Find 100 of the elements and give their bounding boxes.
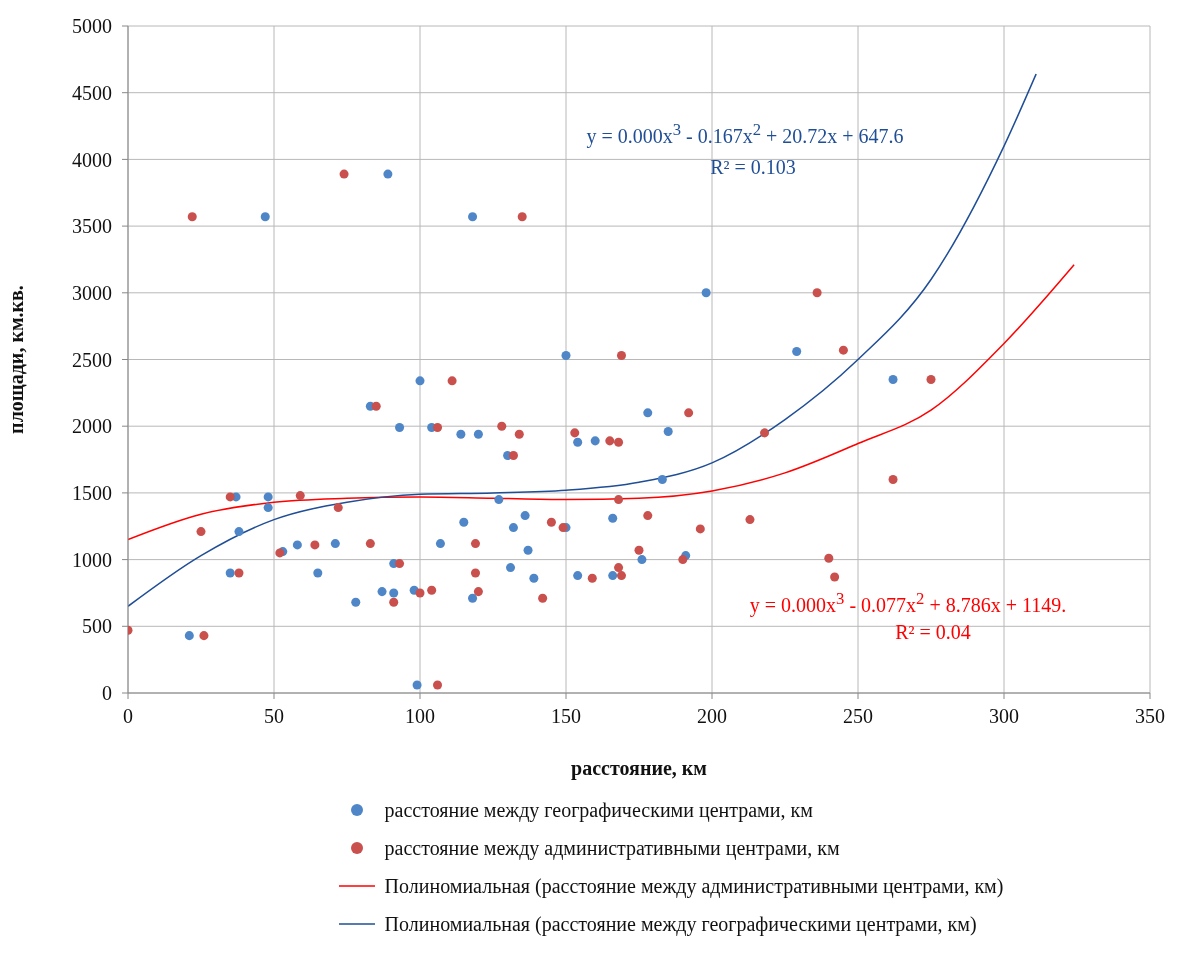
y-tick-label: 1000 [72, 548, 112, 571]
point [657, 475, 667, 485]
point [473, 429, 483, 439]
point [523, 545, 533, 555]
point [587, 573, 597, 583]
y-tick-label: 2000 [72, 415, 112, 438]
point [570, 428, 580, 438]
point [412, 680, 422, 690]
y-tick-label: 4500 [72, 81, 112, 104]
point [371, 401, 381, 411]
point [377, 587, 387, 597]
point [561, 350, 571, 360]
annotation: R² = 0.103 [710, 155, 796, 179]
point [433, 423, 443, 433]
point [196, 527, 206, 537]
point [695, 524, 705, 534]
annotation: y = 0.000x$^{3}$ - 0.167x$^{2}$ + 20.72x + 647.6 [586, 120, 904, 148]
point [760, 428, 770, 438]
point [260, 212, 270, 222]
point [888, 375, 898, 385]
point [605, 436, 615, 446]
x-tick-label: 350 [1135, 705, 1165, 728]
point [435, 539, 445, 549]
point [383, 169, 393, 179]
point [415, 376, 425, 386]
point [330, 539, 340, 549]
point [389, 588, 399, 598]
legend-label: Полиномиальная (расстояние между географическими центрами, км) [384, 912, 977, 936]
x-tick-label: 200 [697, 705, 727, 728]
point [468, 593, 478, 603]
point [614, 495, 624, 505]
point [608, 571, 618, 581]
y-tick-label: 4000 [72, 148, 112, 171]
point [263, 503, 273, 513]
point [494, 495, 504, 505]
point [497, 421, 507, 431]
x-tick-label: 50 [264, 705, 284, 728]
point [643, 511, 653, 521]
point [456, 429, 466, 439]
point [614, 563, 624, 573]
point [468, 212, 478, 222]
x-tick-label: 300 [989, 705, 1019, 728]
point [701, 288, 711, 298]
point [573, 437, 583, 447]
point [313, 568, 323, 578]
point [225, 492, 235, 502]
point [538, 593, 548, 603]
point [470, 568, 480, 578]
point [608, 513, 618, 523]
legend-label: расстояние между географическими центрами, км [384, 798, 813, 822]
point [517, 212, 527, 222]
point [520, 511, 530, 521]
point [616, 571, 626, 581]
point [514, 429, 524, 439]
point [447, 376, 457, 386]
point [310, 540, 320, 550]
point [830, 572, 840, 582]
point [634, 545, 644, 555]
point [614, 437, 624, 447]
point [616, 350, 626, 360]
x-tick-label: 250 [843, 705, 873, 728]
x-tick-label: 0 [123, 705, 133, 728]
annotation: R² = 0.04 [895, 620, 971, 644]
point [824, 553, 834, 563]
point [546, 517, 556, 527]
point [339, 169, 349, 179]
y-tick-label: 2500 [72, 348, 112, 371]
legend-label: Полиномиальная (расстояние между административными центрами, км) [384, 874, 1004, 898]
x-axis-title: расстояние, км [571, 757, 707, 780]
annotation: y = 0.000x$^{3}$ - 0.077x$^{2}$ + 8.786x + 1149. [749, 589, 1067, 617]
point [508, 523, 518, 533]
point [333, 503, 343, 513]
y-tick-label: 5000 [72, 15, 112, 38]
y-tick-label: 3500 [72, 215, 112, 238]
point [473, 587, 483, 597]
point [506, 563, 516, 573]
point [389, 597, 399, 607]
point [573, 571, 583, 581]
point [263, 492, 273, 502]
point [812, 288, 822, 298]
point [415, 588, 425, 598]
point [678, 555, 688, 565]
y-tick-label: 3000 [72, 281, 112, 304]
point [590, 436, 600, 446]
point [292, 540, 302, 550]
point [470, 539, 480, 549]
point [459, 517, 469, 527]
line-series [128, 264, 1075, 541]
point [234, 568, 244, 578]
point [199, 631, 209, 641]
legend-label: расстояние между административными центрами, км [384, 836, 840, 860]
point [395, 423, 405, 433]
point [351, 597, 361, 607]
point [508, 451, 518, 461]
point [433, 680, 443, 690]
point [187, 212, 197, 222]
point [225, 568, 235, 578]
point [395, 559, 405, 569]
point [888, 475, 898, 485]
point [745, 515, 755, 525]
